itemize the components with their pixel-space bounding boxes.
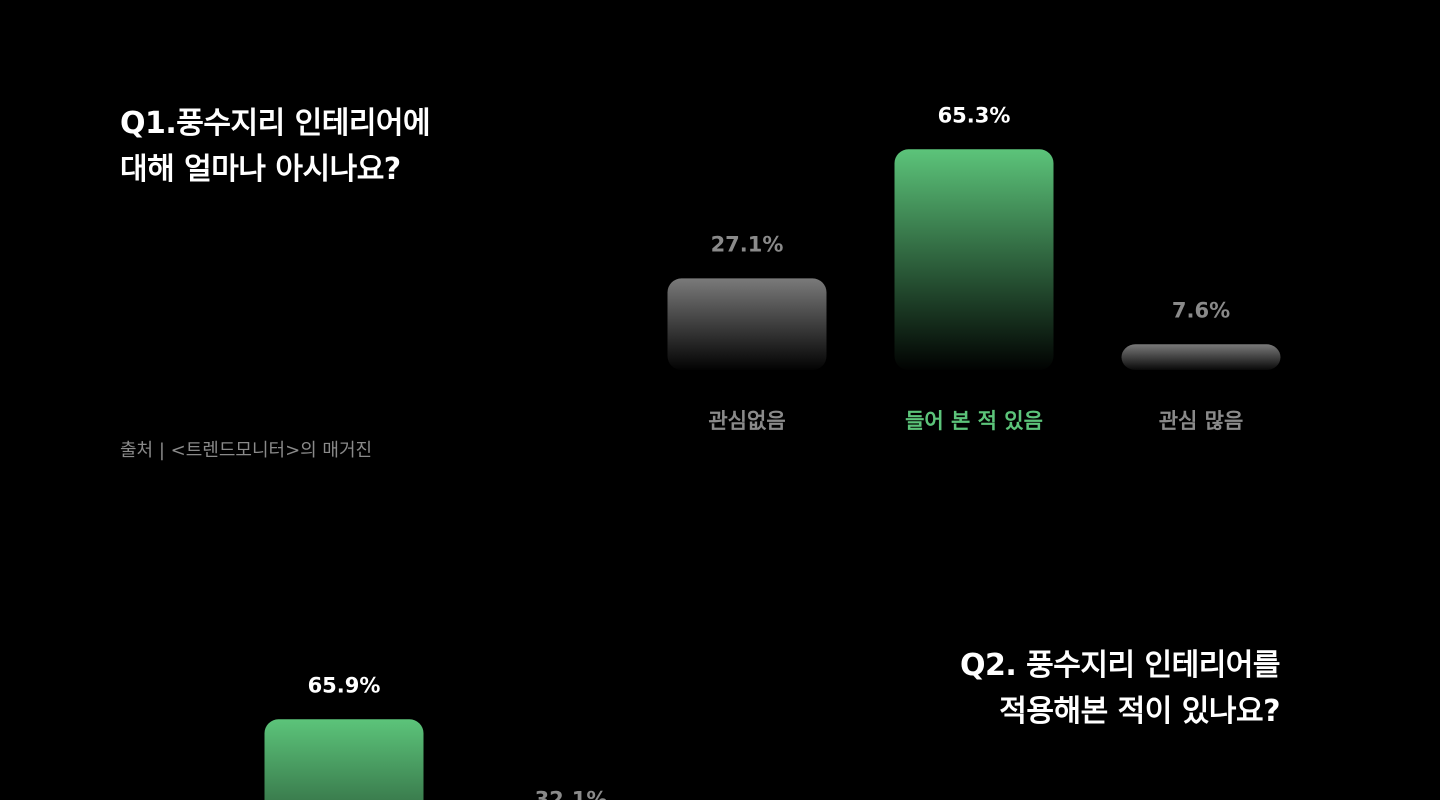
- bar: [1121, 344, 1281, 370]
- source: 출처 | <트렌드모니터>의 매거진: [120, 440, 373, 461]
- value-label: 65.3%: [938, 103, 1011, 127]
- category-label: 들어 본 적 있음: [905, 409, 1043, 433]
- category-label: 관심 많음: [1159, 409, 1244, 433]
- value-label: 7.6%: [1172, 298, 1230, 322]
- q2-title: Q2. 풍수지리 인테리어를 적용해본 적이 있나요?: [959, 648, 1281, 729]
- bar: [667, 278, 827, 370]
- value-label: 65.9%: [308, 673, 381, 697]
- q1-title: Q1.풍수지리 인테리어에 대해 얼마나 아시나요?: [120, 106, 431, 187]
- category-label: 관심없음: [708, 409, 785, 433]
- value-label: 27.1%: [711, 232, 784, 256]
- bar: [264, 719, 424, 800]
- value-label: 32.1%: [535, 788, 608, 800]
- bar: [894, 149, 1054, 370]
